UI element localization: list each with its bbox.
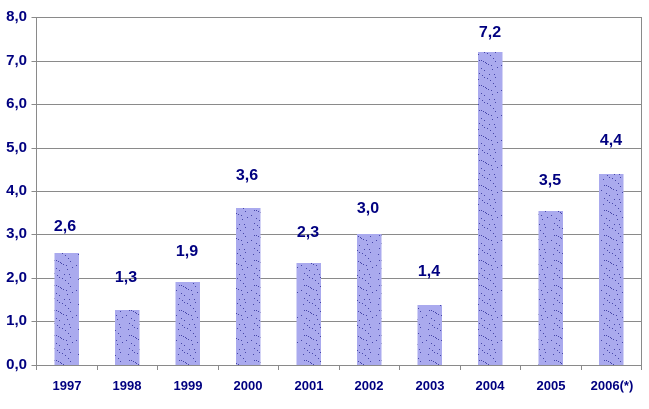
svg-text:1,3: 1,3 xyxy=(115,269,137,286)
svg-text:2006(*): 2006(*) xyxy=(591,378,634,393)
svg-text:1,0: 1,0 xyxy=(6,312,27,329)
svg-text:4,4: 4,4 xyxy=(600,132,622,149)
svg-text:2,6: 2,6 xyxy=(54,218,76,235)
svg-text:1997: 1997 xyxy=(53,378,82,393)
svg-text:1,9: 1,9 xyxy=(176,243,198,260)
svg-text:1998: 1998 xyxy=(113,378,142,393)
svg-text:1999: 1999 xyxy=(174,378,203,393)
svg-text:1,4: 1,4 xyxy=(418,263,440,280)
svg-text:5,0: 5,0 xyxy=(6,139,27,156)
svg-text:6,0: 6,0 xyxy=(6,95,27,112)
svg-text:2005: 2005 xyxy=(537,378,566,393)
svg-text:2,3: 2,3 xyxy=(297,224,319,241)
svg-text:3,5: 3,5 xyxy=(539,172,561,189)
svg-text:2001: 2001 xyxy=(295,378,324,393)
svg-text:7,0: 7,0 xyxy=(6,52,27,69)
svg-text:2002: 2002 xyxy=(355,378,384,393)
svg-text:2,0: 2,0 xyxy=(6,269,27,286)
svg-text:2003: 2003 xyxy=(416,378,445,393)
svg-text:2000: 2000 xyxy=(234,378,263,393)
svg-text:3,6: 3,6 xyxy=(236,167,258,184)
svg-text:3,0: 3,0 xyxy=(6,225,27,242)
svg-text:8,0: 8,0 xyxy=(6,8,27,25)
svg-text:4,0: 4,0 xyxy=(6,182,27,199)
svg-text:2004: 2004 xyxy=(476,378,506,393)
svg-text:3,0: 3,0 xyxy=(357,200,379,217)
svg-text:0,0: 0,0 xyxy=(6,356,27,373)
svg-text:7,2: 7,2 xyxy=(479,24,501,41)
